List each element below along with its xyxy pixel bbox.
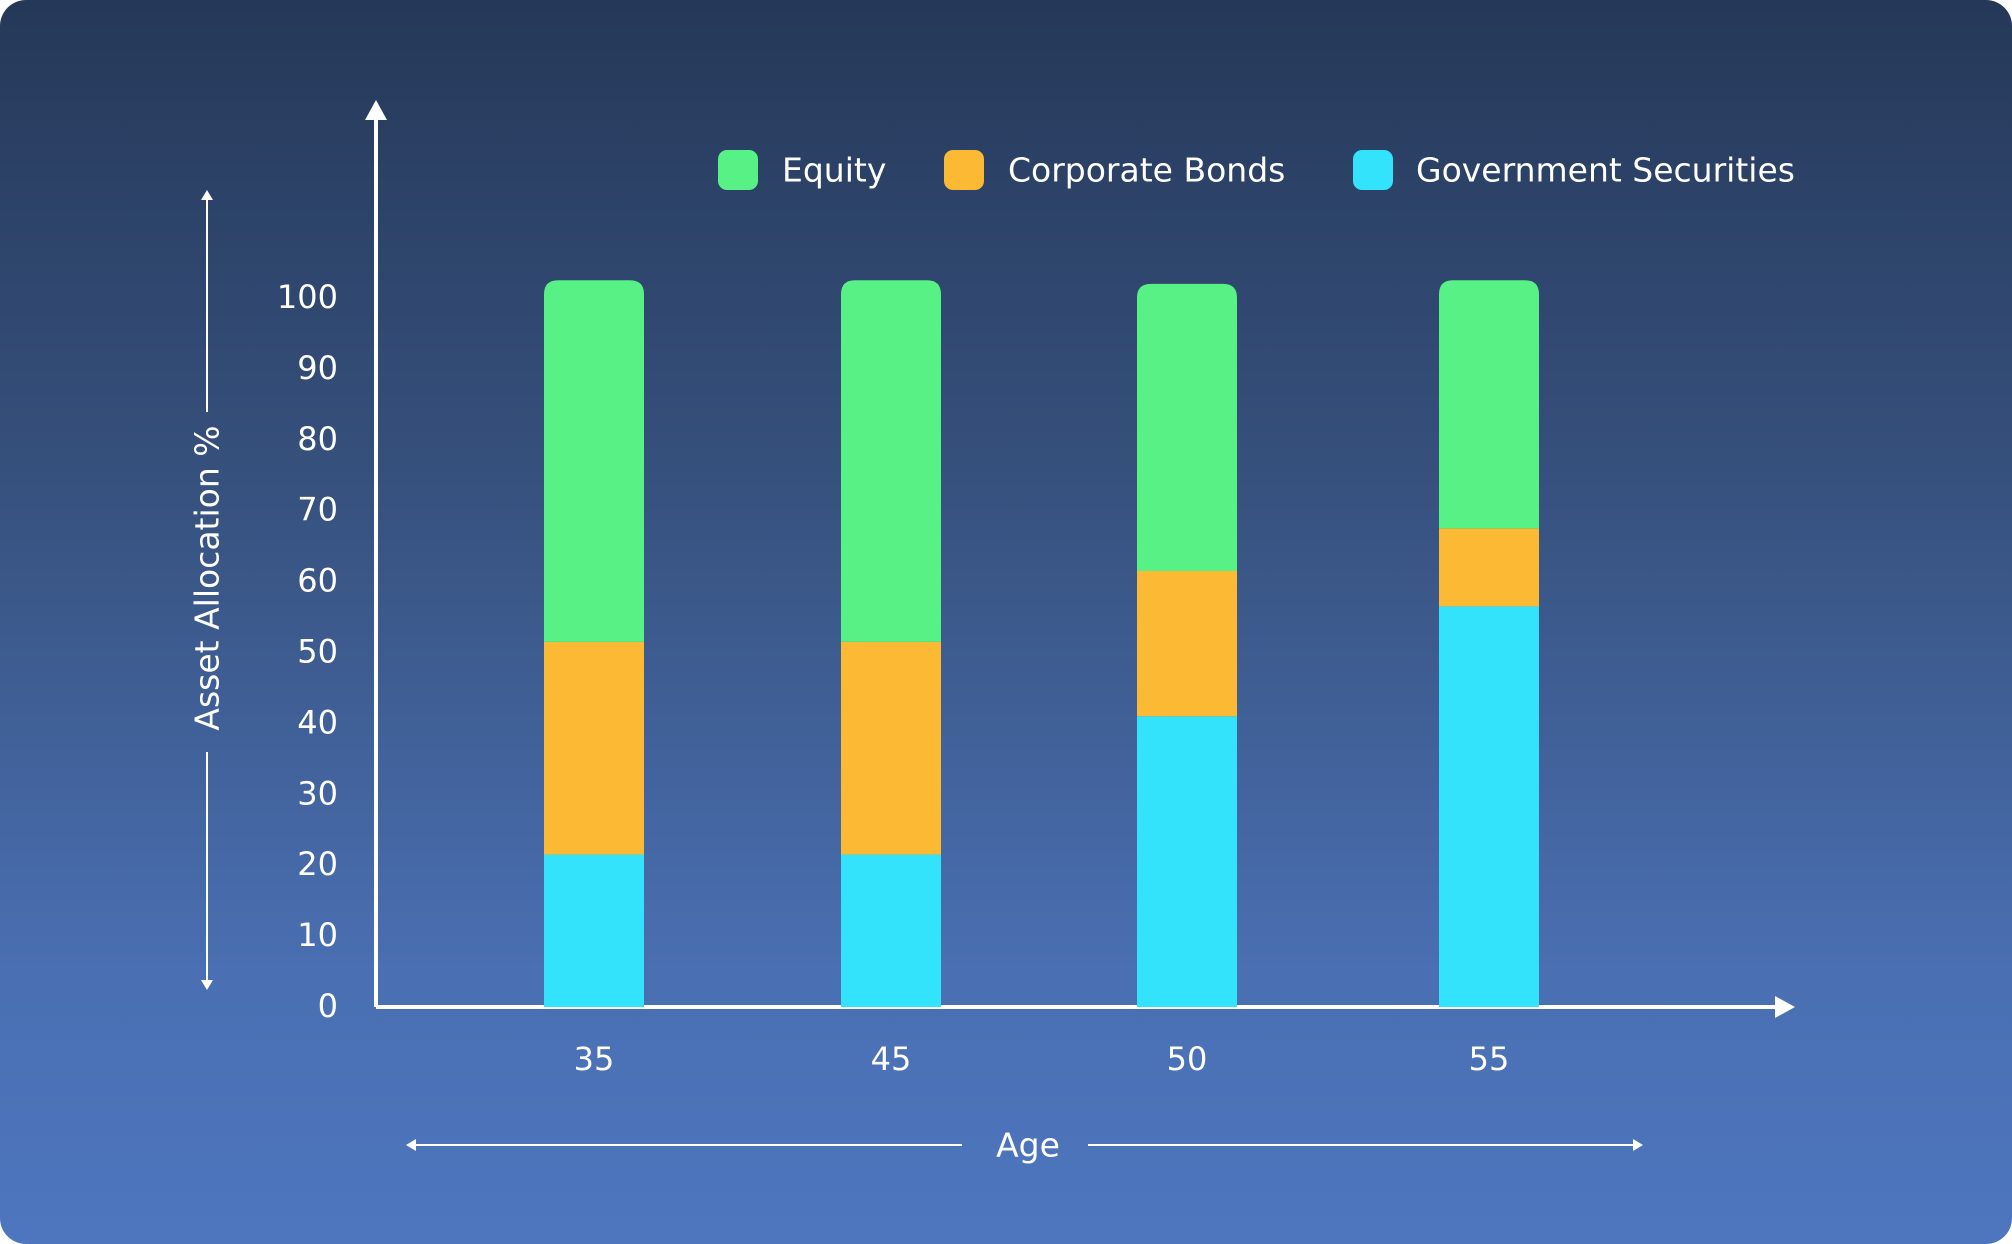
x-tick-labels: 35 45 50 55 (574, 1040, 1510, 1078)
y-tick-label: 80 (297, 420, 338, 458)
legend-item-government-securities: Government Securities (1353, 150, 1795, 190)
bar-stack-35 (544, 280, 644, 1007)
y-title-arrow-up-icon (201, 190, 213, 200)
y-tick-label: 90 (297, 349, 338, 387)
y-axis-arrow-icon (365, 100, 387, 120)
bar-segment-government-securities (1439, 606, 1539, 1007)
legend-item-corporate-bonds: Corporate Bonds (944, 150, 1285, 190)
legend-label: Equity (782, 151, 886, 190)
bar-segment-government-securities (1137, 716, 1237, 1007)
y-tick-label: 50 (297, 633, 338, 671)
bar-segment-government-securities (841, 854, 941, 1007)
bar-segment-corporate-bonds (841, 641, 941, 855)
legend-swatch (1353, 150, 1393, 190)
bar-segment-equity (1137, 283, 1237, 571)
bar-stack-45 (841, 280, 941, 1007)
y-axis-title-group: Asset Allocation % (188, 190, 227, 990)
legend-item-equity: Equity (718, 150, 886, 190)
x-tick-label: 50 (1167, 1040, 1208, 1078)
x-title-arrow-left-icon (406, 1139, 416, 1151)
y-tick-label: 60 (297, 562, 338, 600)
bar-segment-corporate-bonds (1439, 528, 1539, 607)
x-tick-label: 45 (871, 1040, 912, 1078)
x-tick-label: 35 (574, 1040, 615, 1078)
bar-segment-equity (1439, 280, 1539, 529)
y-tick-label: 70 (297, 491, 338, 529)
bar-segment-corporate-bonds (1137, 570, 1237, 717)
x-axis-title: Age (996, 1126, 1060, 1165)
bars (544, 280, 1539, 1007)
y-axis-title: Asset Allocation % (188, 425, 227, 730)
y-tick-label: 0 (318, 987, 338, 1025)
legend: Equity Corporate Bonds Government Securiti… (718, 150, 1795, 190)
y-tick-labels: 0 10 20 30 40 50 60 70 80 90 100 (277, 278, 338, 1025)
bar-segment-corporate-bonds (544, 641, 644, 855)
bar-stack-50 (1137, 283, 1237, 1007)
y-tick-label: 100 (277, 278, 338, 316)
y-tick-label: 20 (297, 845, 338, 883)
bar-stack-55 (1439, 280, 1539, 1007)
bar-segment-government-securities (544, 854, 644, 1007)
y-tick-label: 40 (297, 703, 338, 741)
x-axis-arrow-icon (1775, 996, 1795, 1018)
legend-label: Government Securities (1416, 151, 1795, 190)
legend-swatch (944, 150, 984, 190)
bar-segment-equity (544, 280, 644, 642)
legend-swatch (718, 150, 758, 190)
x-axis-title-group: Age (406, 1126, 1643, 1165)
legend-label: Corporate Bonds (1008, 151, 1285, 190)
x-tick-label: 55 (1469, 1040, 1510, 1078)
y-tick-label: 30 (297, 774, 338, 812)
y-title-arrow-down-icon (201, 980, 213, 990)
x-title-arrow-right-icon (1633, 1139, 1643, 1151)
bar-segment-equity (841, 280, 941, 642)
y-tick-label: 10 (297, 916, 338, 954)
